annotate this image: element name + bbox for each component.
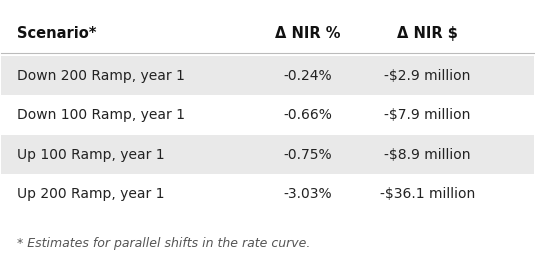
Text: -0.66%: -0.66% [283, 108, 332, 122]
Text: -$8.9 million: -$8.9 million [384, 148, 470, 162]
Text: -$7.9 million: -$7.9 million [384, 108, 470, 122]
Text: -3.03%: -3.03% [283, 187, 332, 201]
Text: Δ NIR $: Δ NIR $ [397, 26, 457, 41]
Text: Up 100 Ramp, year 1: Up 100 Ramp, year 1 [17, 148, 165, 162]
FancyBboxPatch shape [2, 135, 533, 174]
Text: Scenario*: Scenario* [17, 26, 97, 41]
Text: Down 200 Ramp, year 1: Down 200 Ramp, year 1 [17, 69, 185, 83]
Text: Δ NIR %: Δ NIR % [274, 26, 340, 41]
Text: -$36.1 million: -$36.1 million [379, 187, 475, 201]
Text: -0.75%: -0.75% [283, 148, 332, 162]
Text: * Estimates for parallel shifts in the rate curve.: * Estimates for parallel shifts in the r… [17, 237, 311, 250]
Text: -$2.9 million: -$2.9 million [384, 69, 470, 83]
Text: Down 100 Ramp, year 1: Down 100 Ramp, year 1 [17, 108, 185, 122]
Text: -0.24%: -0.24% [283, 69, 332, 83]
FancyBboxPatch shape [2, 56, 533, 95]
Text: Up 200 Ramp, year 1: Up 200 Ramp, year 1 [17, 187, 165, 201]
